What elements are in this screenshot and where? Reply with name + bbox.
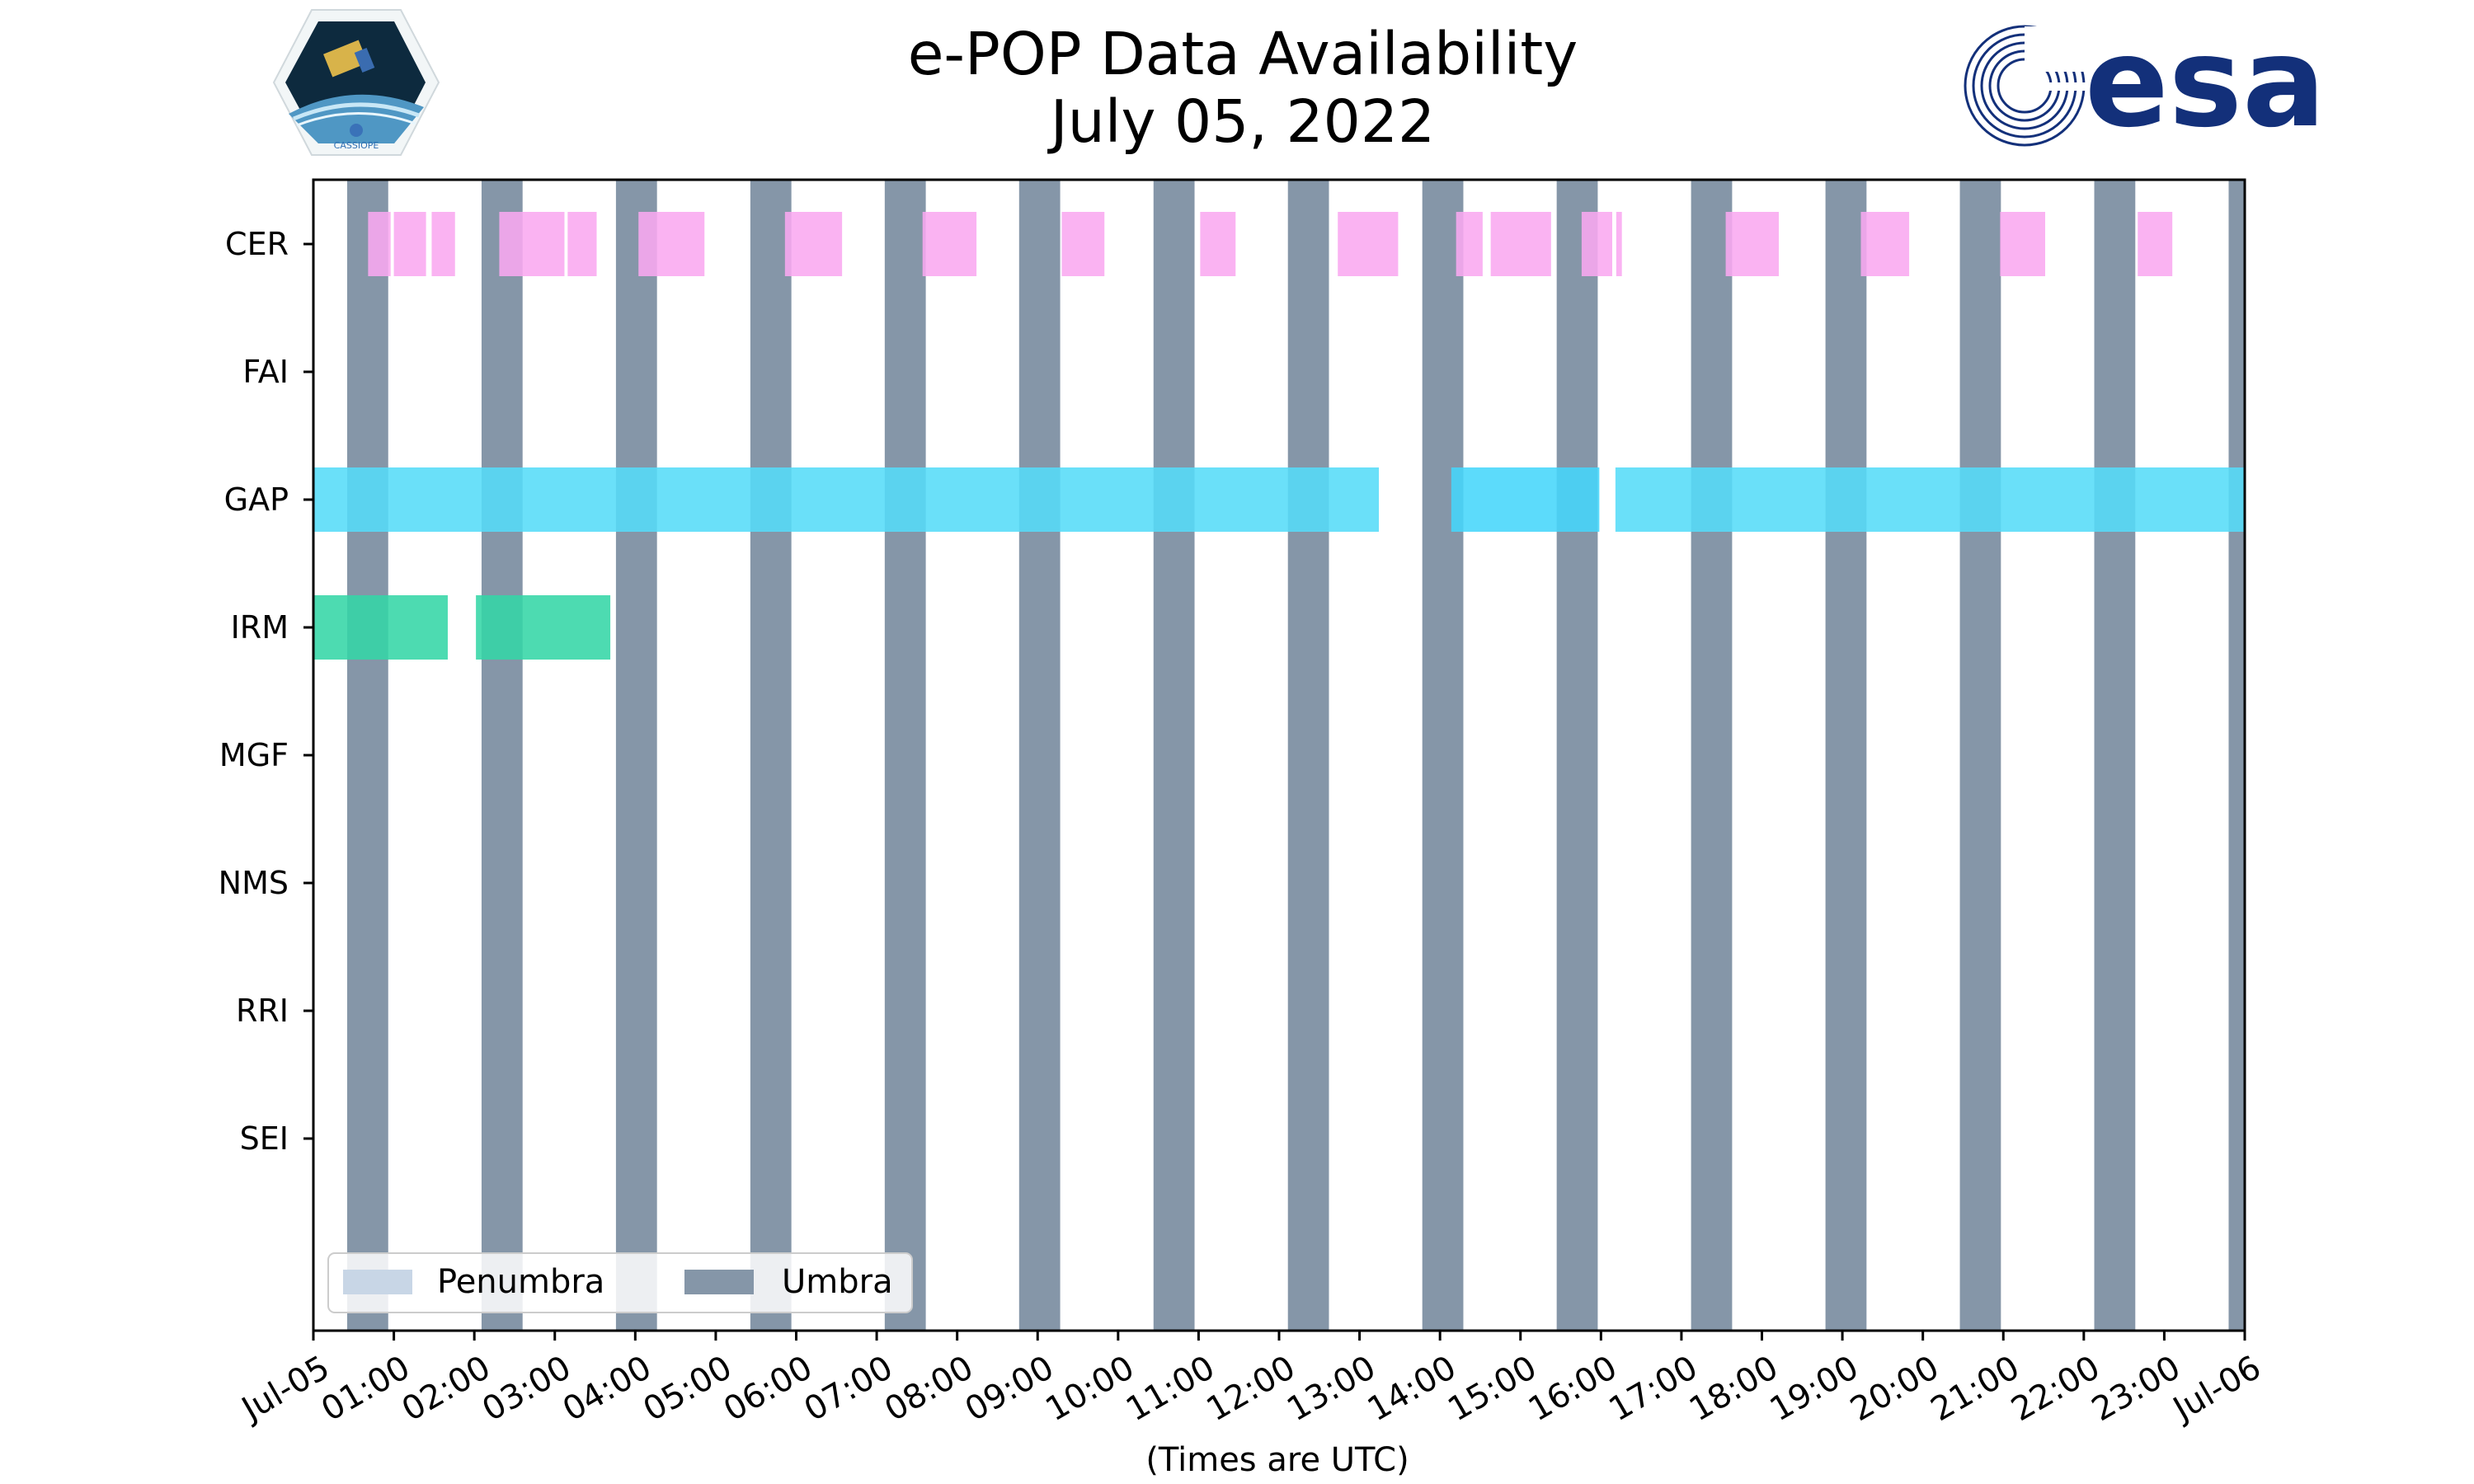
- availability-bars: [313, 212, 2245, 660]
- bar-gap-2: [1451, 467, 1600, 532]
- legend-swatch-umbra: [684, 1270, 754, 1294]
- umbra-band-5: [884, 180, 926, 1331]
- bar-irm-2: [476, 595, 611, 660]
- x-tick-label-18: 18:00: [1683, 1349, 1785, 1429]
- cassiope-logo-text: CASSIOPE: [334, 140, 379, 151]
- umbra-band-3: [615, 180, 657, 1331]
- umbra-band-4: [750, 180, 792, 1331]
- esa-logo: esa: [1964, 12, 2326, 155]
- bar-cer-11: [1338, 212, 1399, 276]
- bar-cer-7: [784, 212, 843, 276]
- x-tick-label-22: 22:00: [2005, 1349, 2106, 1429]
- y-tick-label-rri: RRI: [236, 993, 289, 1029]
- bar-cer-15: [1616, 212, 1622, 276]
- umbra-band-10: [1556, 180, 1598, 1331]
- umbra-band-14: [2094, 180, 2136, 1331]
- x-axis-label: (Times are UTC): [1145, 1441, 1409, 1479]
- y-tick-label-mgf: MGF: [219, 737, 289, 773]
- cassiope-logo: CASSIOPE: [272, 9, 440, 156]
- x-tick-label-24: Jul-06: [2165, 1349, 2267, 1430]
- x-tick-label-3: 03:00: [476, 1349, 577, 1429]
- legend-box: [327, 1252, 913, 1313]
- umbra-band-2: [481, 180, 523, 1331]
- umbra-band-15: [2228, 180, 2245, 1331]
- y-tick-label-cer: CER: [225, 226, 289, 262]
- x-tick-label-23: 23:00: [2086, 1349, 2187, 1429]
- x-axis: Jul-0501:0002:0003:0004:0005:0006:0007:0…: [233, 1331, 2267, 1430]
- umbra-band-8: [1287, 180, 1329, 1331]
- x-tick-label-11: 11:00: [1120, 1349, 1221, 1429]
- bar-gap-3: [1615, 467, 2245, 532]
- y-tick-label-sei: SEI: [240, 1120, 289, 1157]
- umbra-band-7: [1153, 180, 1195, 1331]
- x-tick-label-12: 12:00: [1201, 1349, 1302, 1429]
- umbra-band-6: [1018, 180, 1061, 1331]
- bar-cer-1: [368, 212, 391, 276]
- umbra-band-13: [1959, 180, 2001, 1331]
- legend-swatch-penumbra: [343, 1270, 412, 1294]
- y-tick-label-nms: NMS: [219, 865, 289, 901]
- x-tick-label-0: Jul-05: [233, 1349, 336, 1430]
- bar-cer-12: [1456, 212, 1483, 276]
- x-tick-label-13: 13:00: [1281, 1349, 1382, 1429]
- x-tick-label-15: 15:00: [1442, 1349, 1543, 1429]
- umbra-band-9: [1422, 180, 1464, 1331]
- umbra-band-12: [1825, 180, 1867, 1331]
- bar-cer-9: [1061, 212, 1105, 276]
- bar-cer-10: [1200, 212, 1236, 276]
- x-tick-label-19: 19:00: [1764, 1349, 1865, 1429]
- y-tick-label-fai: FAI: [242, 354, 289, 390]
- bar-irm-1: [313, 595, 448, 660]
- x-tick-label-1: 01:00: [315, 1349, 416, 1429]
- x-tick-label-10: 10:00: [1039, 1349, 1141, 1429]
- legend-label-umbra: Umbra: [782, 1263, 893, 1301]
- x-tick-label-6: 06:00: [717, 1349, 819, 1429]
- bar-cer-13: [1490, 212, 1551, 276]
- bar-cer-5: [567, 212, 597, 276]
- bar-cer-8: [922, 212, 977, 276]
- y-axis: CER FAI GAP IRM MGF NMS RRI SEI: [219, 226, 313, 1157]
- y-tick-label-irm: IRM: [231, 609, 289, 646]
- chart-title-line1: e-POP Data Availability: [908, 20, 1578, 88]
- x-tick-label-9: 09:00: [959, 1349, 1061, 1429]
- bar-cer-19: [2138, 212, 2173, 276]
- x-tick-label-2: 02:00: [396, 1349, 497, 1429]
- x-tick-label-16: 16:00: [1522, 1349, 1624, 1429]
- x-tick-label-8: 08:00: [878, 1349, 980, 1429]
- bar-cer-14: [1581, 212, 1612, 276]
- y-tick-label-gap: GAP: [224, 481, 289, 518]
- x-tick-label-5: 05:00: [637, 1349, 738, 1429]
- umbra-layer: [346, 180, 2245, 1331]
- x-tick-label-7: 07:00: [798, 1349, 900, 1429]
- bar-gap-1: [313, 467, 1380, 532]
- bar-cer-4: [499, 212, 565, 276]
- plot-frame: [312, 178, 2246, 1332]
- x-tick-label-14: 14:00: [1362, 1349, 1463, 1429]
- legend: Penumbra Umbra: [327, 1252, 913, 1313]
- x-tick-label-21: 21:00: [1925, 1349, 2026, 1429]
- x-tick-label-4: 04:00: [557, 1349, 658, 1429]
- esa-logo-text: esa: [2085, 12, 2326, 155]
- bar-cer-17: [1860, 212, 1910, 276]
- x-tick-label-17: 17:00: [1602, 1349, 1704, 1429]
- legend-label-penumbra: Penumbra: [437, 1263, 604, 1301]
- x-tick-label-20: 20:00: [1844, 1349, 1945, 1429]
- umbra-band-11: [1691, 180, 1733, 1331]
- bar-cer-16: [1725, 212, 1779, 276]
- chart-title-line2: July 05, 2022: [1047, 87, 1435, 156]
- bar-cer-3: [431, 212, 455, 276]
- bar-cer-18: [2000, 212, 2045, 276]
- umbra-band-1: [346, 180, 388, 1331]
- bar-cer-2: [393, 212, 426, 276]
- bar-cer-6: [638, 212, 705, 276]
